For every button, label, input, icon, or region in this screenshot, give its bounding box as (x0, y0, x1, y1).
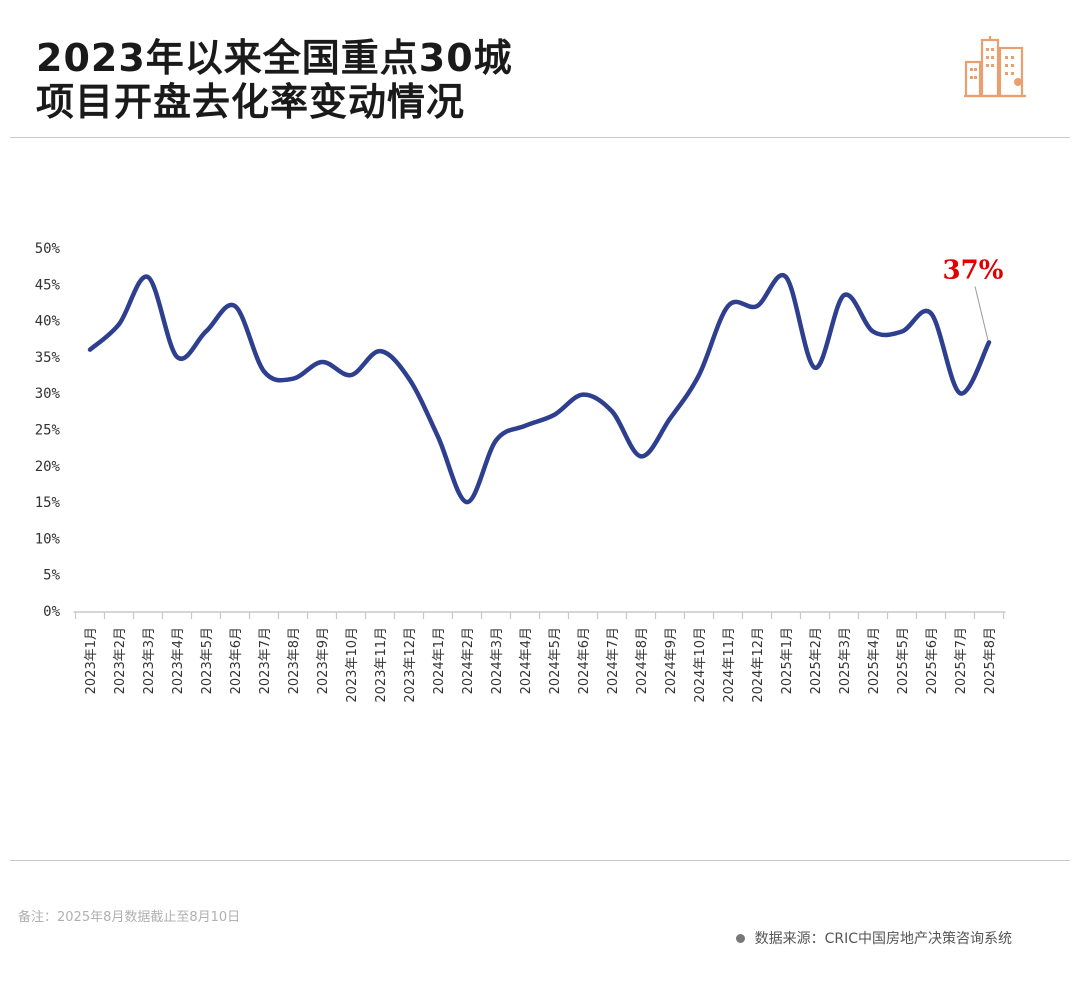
data-source: 数据来源：CRIC中国房地产决策咨询系统 (735, 928, 1012, 948)
title-line-2: 项目开盘去化率变动情况 (36, 80, 466, 124)
x-tick-label: 2024年8月 (635, 627, 650, 694)
y-tick-label: 5% (43, 568, 60, 584)
city-buildings-icon (964, 36, 1026, 98)
y-tick-label: 40% (35, 314, 61, 330)
x-tick-label: 2024年1月 (432, 627, 447, 694)
x-tick-label: 2025年7月 (954, 627, 969, 694)
y-tick-label: 10% (35, 531, 61, 547)
x-tick-label: 2023年2月 (113, 627, 128, 694)
x-tick-label: 2023年10月 (345, 627, 360, 703)
x-tick-label: 2024年10月 (693, 627, 708, 703)
x-tick-label: 2025年6月 (925, 627, 940, 694)
y-tick-label: 15% (35, 495, 61, 511)
x-tick-label: 2024年5月 (548, 627, 563, 694)
x-tick-label: 2024年3月 (490, 627, 505, 694)
x-tick-label: 2025年1月 (780, 627, 795, 694)
x-tick-label: 2024年12月 (751, 627, 766, 703)
x-tick-label: 2025年3月 (838, 627, 853, 694)
y-tick-label: 30% (35, 386, 61, 402)
x-tick-label: 2023年5月 (200, 627, 215, 694)
y-tick-label: 50% (35, 241, 61, 257)
title-line-1: 2023年以来全国重点30城 (36, 36, 513, 80)
callout-leader (974, 286, 989, 341)
x-tick-label: 2023年1月 (84, 627, 99, 694)
y-tick-label: 25% (35, 423, 61, 439)
footer-divider (10, 860, 1070, 861)
y-tick-label: 35% (35, 350, 61, 366)
series-line (87, 272, 992, 505)
x-axis: 2023年1月 2023年2月 2023年3月 2023年4月 2023年5月 2023年… (73, 611, 1006, 703)
x-tick-label: 2023年3月 (142, 627, 157, 694)
bullet-icon (735, 933, 745, 943)
x-tick-label: 2023年11月 (374, 627, 389, 703)
header-divider (10, 137, 1070, 138)
data-source-text: 数据来源：CRIC中国房地产决策咨询系统 (754, 931, 1012, 947)
x-tick-label: 2025年4月 (867, 627, 882, 694)
x-tick-label: 2024年11月 (722, 627, 737, 703)
x-tick-label: 2024年9月 (664, 627, 679, 694)
y-tick-label: 0% (43, 604, 60, 620)
y-tick-label: 45% (35, 277, 61, 293)
x-tick-label: 2024年7月 (606, 627, 621, 694)
x-tick-label: 2024年2月 (461, 627, 476, 694)
x-tick-label: 2023年7月 (258, 627, 273, 694)
page-title: 2023年以来全国重点30城 项目开盘去化率变动情况 (36, 36, 513, 124)
x-tick-label: 2023年9月 (316, 627, 331, 694)
y-tick-label: 20% (35, 459, 61, 475)
x-tick-label: 2023年4月 (171, 627, 186, 694)
x-tick-label: 2023年12月 (403, 627, 418, 703)
callout-label: 37% (943, 255, 1004, 285)
x-tick-label: 2024年4月 (519, 627, 534, 694)
x-tick-label: 2023年6月 (229, 627, 244, 694)
x-tick-label: 2025年8月 (983, 627, 998, 694)
series-layer (87, 272, 992, 505)
x-tick-label: 2025年5月 (896, 627, 911, 694)
footnote: 备注：2025年8月数据截止至8月10日 (18, 910, 241, 925)
annotation-layer: 37% (943, 255, 1004, 341)
x-tick-label: 2024年6月 (577, 627, 592, 694)
x-tick-label: 2023年8月 (287, 627, 302, 694)
y-axis: 0% 5% 10% 15% 20% 25% 30% 35% 40% 45% 50% (35, 241, 61, 620)
x-tick-label: 2025年2月 (809, 627, 824, 694)
